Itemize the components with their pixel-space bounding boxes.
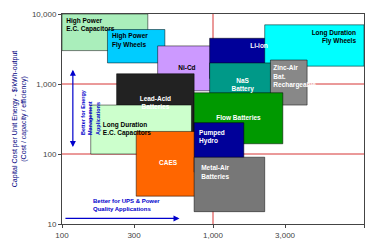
svg-text:Zinc-AirBat.Rechargeable: Zinc-AirBat.Rechargeable: [273, 64, 316, 89]
svg-text:1,000: 1,000: [203, 231, 224, 240]
svg-text:10,000: 10,000: [32, 10, 57, 19]
svg-text:Long DurationFly Wheels: Long DurationFly Wheels: [312, 29, 357, 45]
svg-text:Lead-AcidBatteries: Lead-AcidBatteries: [140, 95, 171, 110]
svg-text:Ni-Cd: Ni-Cd: [178, 64, 195, 71]
svg-text:3,000: 3,000: [275, 231, 296, 240]
svg-text:High PowerE.C. Capacitors: High PowerE.C. Capacitors: [66, 17, 114, 33]
svg-text:Better for UPS & PowerQuality: Better for UPS & PowerQuality Applicatio…: [93, 198, 160, 212]
svg-text:Better for EnergyManagementApp: Better for EnergyManagementApplications: [80, 89, 100, 135]
svg-text:300: 300: [127, 231, 141, 240]
svg-text:1,000: 1,000: [36, 80, 57, 89]
svg-text:100: 100: [55, 231, 69, 240]
svg-text:100: 100: [43, 150, 57, 159]
svg-text:Long DurationE.C. Capacitors: Long DurationE.C. Capacitors: [103, 121, 151, 137]
svg-text:10: 10: [47, 220, 56, 229]
svg-text:CAES: CAES: [159, 159, 178, 166]
svg-text:NaSBattery: NaSBattery: [231, 77, 254, 93]
svg-text:Flow Batteries: Flow Batteries: [216, 114, 261, 121]
svg-text:Capital Cost per Unit Energy -: Capital Cost per Unit Energy - $/kWh-out…: [11, 51, 28, 188]
svg-text:Metal-AirBatteries: Metal-AirBatteries: [201, 164, 229, 179]
svg-text:PumpedHydro: PumpedHydro: [199, 129, 225, 145]
svg-text:Li-ion: Li-ion: [250, 42, 268, 49]
svg-text:High PowerFly Wheels: High PowerFly Wheels: [112, 32, 148, 48]
